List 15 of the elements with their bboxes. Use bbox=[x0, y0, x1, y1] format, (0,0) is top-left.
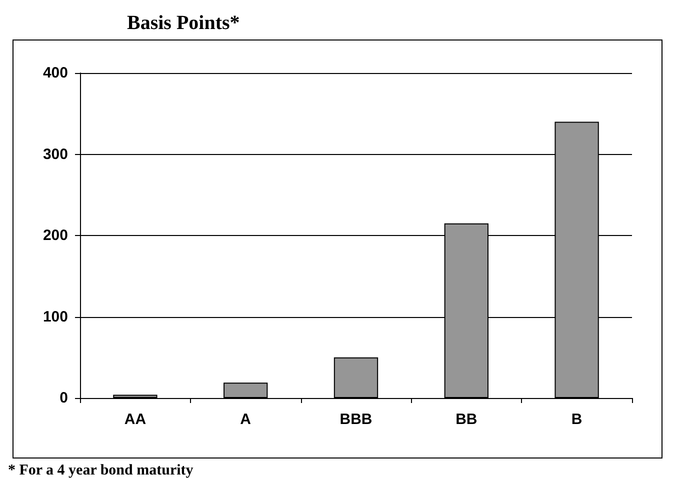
bar bbox=[224, 382, 268, 398]
x-tick-label: BBB bbox=[340, 411, 372, 428]
y-tick-label: 400 bbox=[42, 64, 68, 82]
bar bbox=[113, 394, 158, 398]
x-tick-label: AA bbox=[124, 411, 146, 428]
x-tick-label: BB bbox=[456, 411, 478, 428]
y-tick-label: 100 bbox=[42, 308, 68, 326]
x-tick-label: B bbox=[571, 411, 582, 428]
y-tick-label: 300 bbox=[42, 146, 68, 163]
y-tick-label: 0 bbox=[60, 390, 68, 406]
text: * For a 4 year bond maturity bbox=[8, 462, 194, 478]
x-tick-label: A bbox=[240, 411, 252, 428]
bar bbox=[334, 357, 378, 398]
y-tick-label: 200 bbox=[42, 227, 68, 244]
chart-title: Basis Points* bbox=[127, 12, 240, 34]
